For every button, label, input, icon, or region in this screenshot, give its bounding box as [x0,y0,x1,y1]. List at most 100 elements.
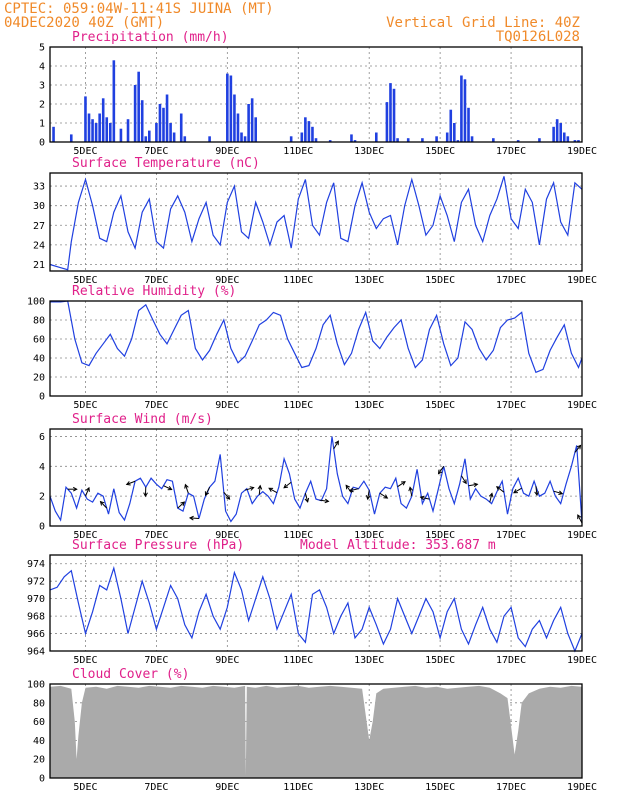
precip-bar [374,132,378,142]
precip-bar [396,138,399,142]
wind-arrow-head [268,487,274,492]
x-tick-label: 11DEC [283,530,313,541]
wind-arrow [379,492,388,499]
precip-bar [101,98,105,142]
wind-arrow-head [72,486,78,492]
precip-bar [254,117,258,142]
x-tick-label: 11DEC [283,146,313,157]
wind-arrow-head [408,486,413,492]
precip-bar [165,94,169,142]
precip-bar [328,140,332,142]
wind-arrow-head [184,483,189,489]
wind-arrow [205,486,211,496]
x-tick-label: 5DEC [73,530,97,541]
y-tick-label: 30 [33,201,45,212]
x-tick-label: 7DEC [144,146,168,157]
precip-bar [240,132,243,142]
y-tick-label: 5 [39,43,45,54]
precip-bar [112,60,116,142]
wind-arrow [268,487,278,494]
precip-bar [389,83,392,142]
series-line [50,300,583,374]
wind-arrow [367,490,370,500]
panel-4: Surface Pressure (hPa) Model Altitude: 35… [27,538,597,666]
wind-arrow-head [283,483,289,489]
x-tick-label: 17DEC [496,530,526,541]
x-tick-label: 5DEC [73,782,97,793]
y-tick-label: 4 [39,462,45,473]
precip-bar [108,123,112,142]
series-line [49,436,583,524]
precip-bar [137,71,140,142]
panel-frame [49,300,583,397]
x-tick-label: 9DEC [215,400,239,411]
x-tick-label: 7DEC [144,400,168,411]
wind-arrow [319,499,329,502]
x-tick-label: 19DEC [567,400,597,411]
x-tick-label: 19DEC [567,530,597,541]
x-tick-label: 7DEC [144,275,168,286]
panel-1: Surface Temperature (nC) 21 24 27 30 33 5DEC 7D… [33,156,597,286]
y-tick-label: 0 [39,138,45,149]
wind-arrow [496,486,505,493]
precip-bar [226,73,229,142]
y-tick-label: 100 [27,297,45,308]
x-tick-label: 9DEC [215,782,239,793]
y-tick-label: 966 [27,629,45,640]
wind-arrow-head [488,492,494,498]
x-tick-label: 17DEC [496,655,526,666]
y-tick-label: 24 [33,240,45,251]
wind-arrow-head [534,491,539,497]
y-tick-label: 20 [33,755,45,766]
panel-frame [49,683,583,779]
panel-frame [49,554,583,652]
wind-arrow-head [577,514,582,520]
precip-bar [492,138,495,142]
wind-arrow-head [348,487,354,493]
wind-arrow [189,517,199,520]
panel-title: Relative Humidity (%) [72,284,236,299]
y-tick-label: 4 [39,62,45,73]
x-tick-label: 7DEC [144,782,168,793]
precip-bar [463,79,467,142]
x-tick-label: 17DEC [496,275,526,286]
y-tick-label: 970 [27,594,45,605]
x-tick-label: 15DEC [425,400,455,411]
y-tick-label: 3 [39,81,45,92]
precip-bar [250,98,254,142]
precip-bar [559,123,563,142]
precip-bar [243,136,247,142]
precip-bar [406,138,410,142]
precip-bar [179,113,183,142]
precip-bar [577,140,580,142]
precip-bar [350,134,353,142]
panel-2: Relative Humidity (%) 0 20 40 60 80 100 5DEC 7DE… [27,284,597,411]
wind-arrow [126,480,136,485]
wind-arrow-head [167,485,173,491]
precip-bar [144,136,148,142]
x-tick-label: 5DEC [73,655,97,666]
wind-arrow [223,491,230,500]
wind-arrow [574,445,581,453]
x-tick-label: 17DEC [496,400,526,411]
panel-frame [49,428,583,527]
x-tick-label: 17DEC [496,146,526,157]
wind-arrow [258,485,261,495]
y-tick-label: 0 [39,774,45,785]
wind-arrow [460,475,467,484]
wind-arrow [304,493,309,502]
wind-arrow [244,487,254,491]
y-tick-label: 27 [33,221,45,232]
precip-bar [183,136,187,142]
wind-arrow-head [324,498,330,504]
x-tick-label: 13DEC [354,146,384,157]
wind-arrow [163,485,172,490]
precip-bar [445,132,449,142]
x-tick-label: 13DEC [354,782,384,793]
precip-bar [247,104,250,142]
panel-annotation: Model Altitude: 353.687 m [300,538,496,553]
x-tick-label: 5DEC [73,400,97,411]
precip-bar [392,88,396,142]
wind-arrow [184,484,189,494]
